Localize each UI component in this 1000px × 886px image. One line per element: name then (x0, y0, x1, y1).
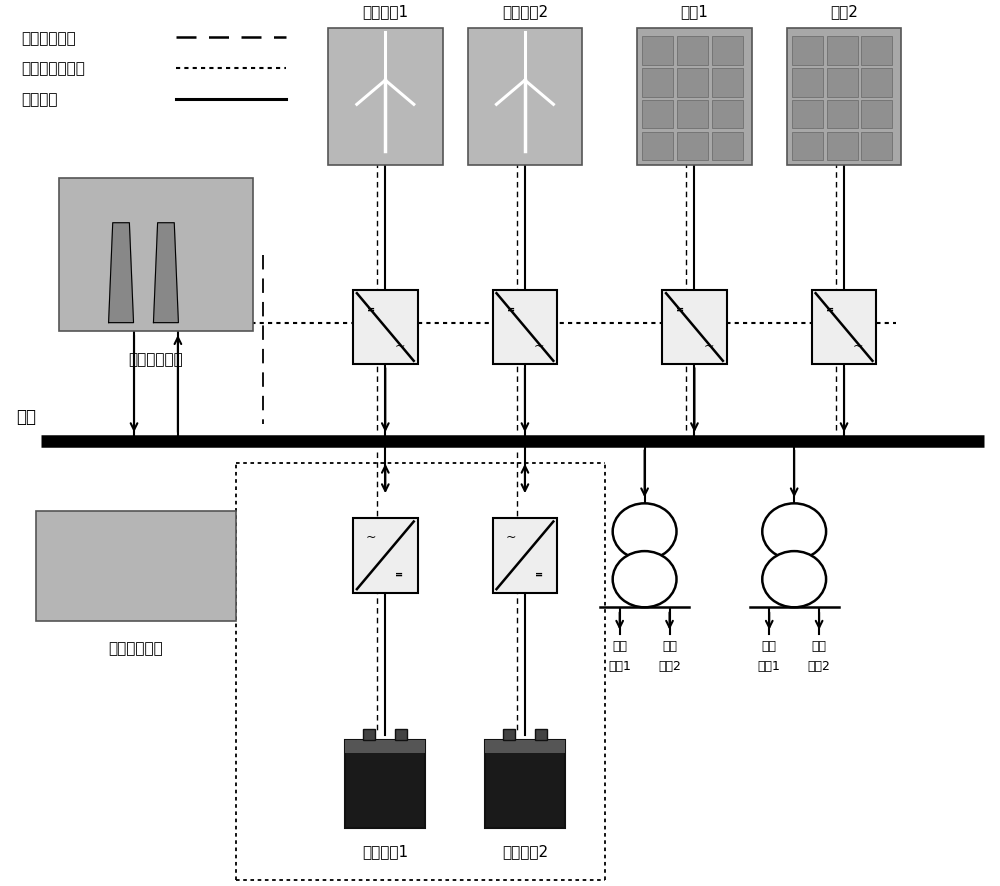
Text: 负荷1: 负荷1 (758, 659, 781, 672)
Bar (345, 740, 425, 828)
Text: =: = (507, 304, 515, 314)
Bar (792, 69, 823, 97)
Text: 负荷2: 负荷2 (808, 659, 831, 672)
Text: ~: ~ (366, 531, 376, 543)
Text: ~: ~ (703, 340, 714, 353)
Bar (712, 101, 743, 129)
Text: 能量管理系统: 能量管理系统 (109, 641, 163, 656)
Bar (485, 740, 565, 828)
Text: 工业: 工业 (662, 639, 677, 652)
Circle shape (762, 504, 826, 560)
Bar (395, 729, 407, 740)
Bar (861, 37, 892, 66)
Text: 低热值发电厂: 低热值发电厂 (129, 352, 183, 366)
Bar (677, 37, 708, 66)
Bar (637, 29, 752, 166)
Circle shape (762, 551, 826, 608)
Bar (712, 37, 743, 66)
Bar (535, 729, 547, 740)
Text: =: = (367, 304, 375, 314)
Text: 民用: 民用 (762, 639, 777, 652)
Bar (345, 740, 425, 753)
Text: 通信及控制通道: 通信及控制通道 (21, 61, 85, 76)
Bar (36, 512, 236, 621)
Text: ~: ~ (505, 531, 516, 543)
Bar (792, 37, 823, 66)
Bar (677, 133, 708, 161)
Text: 负荷2: 负荷2 (658, 659, 681, 672)
Bar (827, 37, 858, 66)
Bar (468, 29, 582, 166)
Text: 能量通道: 能量通道 (21, 92, 58, 107)
Bar (812, 291, 876, 365)
Bar (861, 133, 892, 161)
Bar (787, 29, 901, 166)
Text: 负荷1: 负荷1 (608, 659, 631, 672)
Bar (712, 69, 743, 97)
Bar (642, 69, 673, 97)
Text: 储能装置2: 储能装置2 (502, 843, 548, 859)
Bar (861, 101, 892, 129)
Text: ~: ~ (394, 340, 405, 353)
Text: 光伏2: 光伏2 (830, 4, 858, 19)
Polygon shape (153, 223, 178, 323)
Bar (363, 729, 375, 740)
Circle shape (613, 504, 677, 560)
Polygon shape (109, 223, 134, 323)
Bar (712, 133, 743, 161)
Bar (792, 133, 823, 161)
Bar (861, 69, 892, 97)
Bar (677, 101, 708, 129)
Bar (827, 133, 858, 161)
Text: 储能装置1: 储能装置1 (362, 843, 408, 859)
Text: 风电机组2: 风电机组2 (502, 4, 548, 19)
Bar (827, 101, 858, 129)
Bar (642, 101, 673, 129)
Text: ~: ~ (853, 340, 864, 353)
Text: =: = (535, 570, 543, 579)
Bar (642, 133, 673, 161)
Bar (503, 729, 515, 740)
Text: 民用: 民用 (812, 639, 827, 652)
Bar (493, 518, 557, 593)
Bar (328, 29, 443, 166)
Bar (353, 291, 418, 365)
Bar (485, 740, 565, 753)
Bar (59, 179, 253, 332)
Bar (493, 291, 557, 365)
Bar (792, 101, 823, 129)
Text: ~: ~ (534, 340, 544, 353)
Text: 工业: 工业 (612, 639, 627, 652)
Bar (353, 518, 418, 593)
Bar (642, 37, 673, 66)
Text: =: = (676, 304, 684, 314)
Text: 工业余热通道: 工业余热通道 (21, 31, 76, 46)
Text: 光伏1: 光伏1 (681, 4, 708, 19)
Circle shape (613, 551, 677, 608)
Text: =: = (395, 570, 404, 579)
Bar (662, 291, 727, 365)
Text: =: = (826, 304, 834, 314)
Bar (677, 69, 708, 97)
Text: 母线: 母线 (16, 408, 36, 426)
Bar (827, 69, 858, 97)
Text: 风电机组1: 风电机组1 (362, 4, 408, 19)
